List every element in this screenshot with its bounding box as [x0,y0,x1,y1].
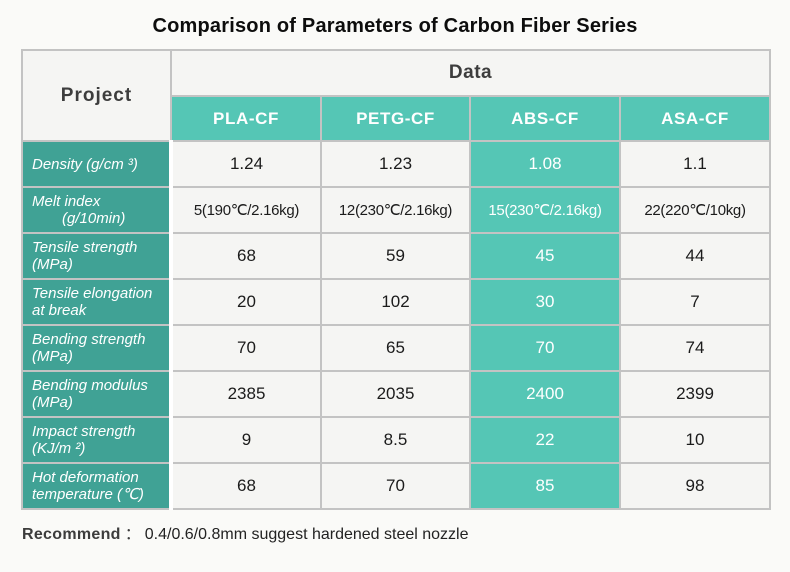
project-header-cell: Project [21,49,172,142]
cell-value: 70 [320,462,471,510]
cell-value: 70 [170,324,322,372]
row-label-line1: Impact strength [32,423,136,440]
cell-value: 12(230℃/2.16kg) [320,186,471,234]
cell-value: 1.1 [619,140,771,188]
cell-value: 44 [619,232,771,280]
cell-value: 102 [320,278,471,326]
row-label-line1: Tensile elongation [32,285,153,302]
row-label-tensile-elongation: Tensile elongation at break [21,278,173,326]
cell-value: 65 [320,324,471,372]
cell-value-highlighted: 30 [469,278,621,326]
cell-value-highlighted: 85 [469,462,621,510]
row-label-tensile-strength: Tensile strength (MPa) [21,232,173,280]
row-label-line1: Bending strength [32,331,146,348]
cell-value: 2399 [619,370,771,418]
column-header-asa-cf: ASA-CF [619,95,771,142]
cell-value-highlighted: 70 [469,324,621,372]
cell-value-highlighted: 1.08 [469,140,621,188]
cell-value: 1.24 [170,140,322,188]
cell-value-highlighted: 2400 [469,370,621,418]
recommend-label: Recommend [22,526,121,543]
table-row-impact-strength: Impact strength (KJ/m ²) 9 8.5 22 10 [21,416,771,464]
cell-value: 1.23 [320,140,471,188]
row-label-line2: (MPa) [32,256,73,273]
recommend-colon: ： [124,526,141,543]
parameters-table: Project Data PLA-CF PETG-CF ABS-CF ASA-C… [21,49,771,510]
page: Comparison of Parameters of Carbon Fiber… [0,15,790,544]
header-row-data: Project Data [21,49,771,142]
row-label-line2: (MPa) [32,348,73,365]
cell-value-highlighted: 15(230℃/2.16kg) [469,186,621,234]
cell-value: 68 [170,462,322,510]
row-label-hot-deformation: Hot deformation temperature (℃) [21,462,173,510]
recommend-text: 0.4/0.6/0.8mm suggest hardened steel noz… [144,526,469,543]
cell-value-highlighted: 22 [469,416,621,464]
column-header-petg-cf: PETG-CF [320,95,471,142]
row-label-line2: (KJ/m ²) [32,440,86,457]
row-label-line2: (MPa) [32,394,73,411]
table-row-melt-index: Melt index (g/10min) 5(190℃/2.16kg) 12(2… [21,186,771,234]
cell-value: 9 [170,416,322,464]
cell-value: 2385 [170,370,322,418]
cell-value: 7 [619,278,771,326]
row-label-line1: Melt index [32,193,101,210]
cell-value-highlighted: 45 [469,232,621,280]
page-title: Comparison of Parameters of Carbon Fiber… [152,15,638,37]
row-label-density: Density (g/cm ³) [21,140,173,188]
row-label-line2: temperature (℃) [32,486,144,503]
cell-value: 8.5 [320,416,471,464]
cell-value: 68 [170,232,322,280]
cell-value: 22(220℃/10kg) [619,186,771,234]
table-row-bending-modulus: Bending modulus (MPa) 2385 2035 2400 239… [21,370,771,418]
data-header-cell: Data [170,49,771,97]
row-label-impact-strength: Impact strength (KJ/m ²) [21,416,173,464]
table-row-tensile-strength: Tensile strength (MPa) 68 59 45 44 [21,232,771,280]
row-label-line1: Hot deformation [32,469,139,486]
cell-value: 74 [619,324,771,372]
table-row-bending-strength: Bending strength (MPa) 70 65 70 74 [21,324,771,372]
column-header-abs-cf: ABS-CF [469,95,621,142]
row-label-bending-modulus: Bending modulus (MPa) [21,370,173,418]
row-label-melt-index: Melt index (g/10min) [21,186,173,234]
row-label-line1: Bending modulus [32,377,148,394]
cell-value: 98 [619,462,771,510]
cell-value: 5(190℃/2.16kg) [170,186,322,234]
column-header-pla-cf: PLA-CF [170,95,322,142]
cell-value: 20 [170,278,322,326]
row-label-bending-strength: Bending strength (MPa) [21,324,173,372]
row-label-line2: (g/10min) [62,210,126,227]
row-label-line1: Tensile strength [32,239,138,256]
header-row-columns: PLA-CF PETG-CF ABS-CF ASA-CF [22,95,771,142]
recommend-note: Recommend： 0.4/0.6/0.8mm suggest hardened… [22,520,769,544]
cell-value: 59 [320,232,471,280]
row-label-line2: at break [32,302,87,319]
row-label-line1: Density (g/cm ³) [32,155,138,173]
table-row-density: Density (g/cm ³) 1.24 1.23 1.08 1.1 [21,140,771,188]
cell-value: 2035 [320,370,471,418]
table-row-tensile-elongation: Tensile elongation at break 20 102 30 7 [21,278,771,326]
table-row-hot-deformation: Hot deformation temperature (℃) 68 70 85… [21,462,771,510]
cell-value: 10 [619,416,771,464]
